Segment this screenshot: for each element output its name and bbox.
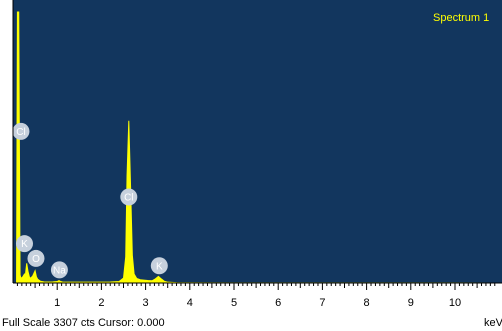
plot-area	[13, 0, 502, 283]
x-tick-label: 8	[364, 297, 370, 309]
peak-marker-cl-1: Cl	[12, 122, 30, 140]
peak-marker-circle	[27, 249, 45, 267]
peak-label: Cl	[124, 192, 133, 203]
peak-label: Cl	[16, 127, 25, 138]
peak-marker-k-6: K	[150, 257, 168, 275]
peak-marker-o-3: O	[27, 249, 45, 267]
peak-marker-circle	[150, 257, 168, 275]
peak-marker-circle	[50, 261, 68, 279]
x-axis-unit-label: keV	[484, 317, 502, 329]
peak-marker-circle	[12, 122, 30, 140]
peak-label: K	[156, 261, 163, 272]
peak-marker-circle	[120, 188, 138, 206]
x-tick-label: 2	[98, 297, 104, 309]
x-tick-label: 1	[54, 297, 60, 309]
chart-title: Spectrum 1	[433, 12, 489, 24]
peak-marker-cl-5: Cl	[120, 188, 138, 206]
peak-label: Na	[53, 265, 66, 276]
x-tick-label: 10	[449, 297, 461, 309]
x-tick-label: 6	[275, 297, 281, 309]
x-tick-label: 9	[408, 297, 414, 309]
spectrum-trace-1	[13, 11, 495, 284]
peak-marker-k-2: K	[15, 235, 33, 253]
peak-marker-na-4: Na	[50, 261, 68, 279]
x-tick-label: 3	[143, 297, 149, 309]
x-tick-label: 7	[319, 297, 325, 309]
peak-label: K	[21, 239, 28, 250]
peak-label: O	[32, 254, 40, 265]
status-text: Full Scale 3307 cts Cursor: 0.000	[2, 317, 165, 329]
x-tick-label: 5	[231, 297, 237, 309]
x-tick-label: 4	[187, 297, 193, 309]
peak-marker-circle	[15, 235, 33, 253]
